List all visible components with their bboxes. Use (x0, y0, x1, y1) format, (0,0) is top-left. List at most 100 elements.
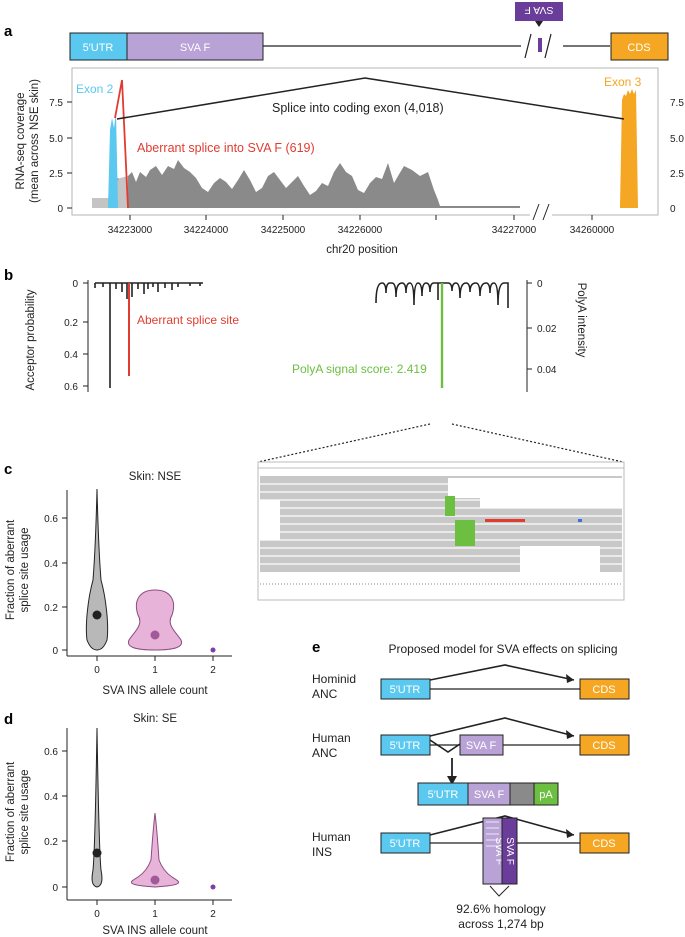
d-ylabel-2: splice site usage (19, 769, 31, 854)
c-ylabel-1: Fraction of aberrant (5, 519, 17, 620)
xaxis-break-1 (532, 203, 540, 221)
row2-cds (579, 734, 630, 756)
utr-label: 5′UTR (83, 42, 114, 54)
coverage-ylabel-2: (mean across NSE skin) (29, 79, 41, 203)
coverage-xlabel: chr20 position (326, 244, 398, 256)
xaxis-break-2 (542, 203, 550, 221)
aberrant-site-label: Aberrant splice site (137, 313, 239, 327)
splice-coding-arc (116, 77, 625, 120)
exon3-coverage (620, 89, 638, 208)
utr-box (69, 32, 128, 61)
homology-line-1: 92.6% homology (456, 902, 545, 916)
exon2-coverage (108, 112, 118, 208)
plot-frame (71, 67, 659, 216)
c-median-0 (92, 610, 102, 620)
break-mark-right (544, 33, 552, 59)
exon3-label: Exon 3 (604, 75, 642, 89)
panel-c-chart: Skin: NSE 0 0.2 0.4 0.6 Fraction of aber… (5, 471, 232, 697)
sva-label: SVA F (180, 42, 211, 54)
d-xlabel: SVA INS allele count (102, 925, 208, 937)
row2-sva (459, 734, 504, 756)
c-ylabel-2: splice site usage (19, 527, 31, 612)
homology-bracket (489, 885, 510, 897)
mismatch-red (485, 519, 525, 522)
read-gap-4 (520, 546, 600, 572)
xaxis-break-mask (530, 200, 552, 218)
polya-intensity-trace (375, 282, 509, 308)
b-rtick-label-2: 0.04 (537, 365, 557, 376)
row1-utr (380, 678, 431, 700)
row1-label-1: Hominid (312, 672, 356, 686)
d-median-2 (210, 884, 216, 890)
row3-label-2: INS (312, 845, 332, 859)
row1-splice-arc (429, 664, 575, 681)
read-gap-1 (448, 478, 622, 498)
mismatch-blue (578, 519, 582, 522)
row2-label-1: Human (312, 731, 351, 745)
insertion-marker (538, 38, 542, 52)
splice-polya-plot: 0 0.2 0.4 0.6 0 0.02 0.04 Acceptor proba… (25, 279, 624, 463)
xtick-label-5: 34260000 (570, 225, 615, 236)
cds-label: CDS (627, 42, 650, 54)
c-ytick-label-0: 0 (52, 646, 58, 657)
d-median-0 (92, 848, 102, 858)
cds-box (610, 32, 669, 61)
b-ylabel-left: Acceptor probability (25, 289, 37, 390)
xtick-label-1: 34225000 (261, 225, 306, 236)
row1-utr-label: 5′UTR (390, 684, 421, 696)
panel-label-c: c (4, 461, 12, 478)
c-xtick-label-2: 2 (210, 665, 216, 676)
transcript-utr-label: 5′UTR (428, 789, 459, 801)
b-rtick-label-0: 0 (537, 279, 543, 290)
d-violin-1 (131, 812, 179, 888)
gene-model: 5′UTR SVA F CDS SVA F (69, 2, 669, 62)
panel-label-e: e (312, 639, 320, 656)
panel-d-chart: Skin: SE 0 0.2 0.4 0.6 Fraction of aberr… (5, 713, 232, 937)
xtick-label-4: 34227000 (492, 225, 537, 236)
xtick-label-0: 34223000 (108, 225, 153, 236)
b-ltick-label-1: 0.2 (64, 318, 78, 329)
row2-aberrant-arc (429, 739, 461, 753)
read-row-separators (260, 483, 622, 565)
ytick-right-2: 5.0 (670, 134, 684, 145)
polya-softclip-1 (445, 496, 455, 516)
c-violin-0 (85, 488, 109, 651)
exon2-label: Exon 2 (76, 82, 114, 96)
d-xtick-label-2: 2 (210, 909, 216, 920)
panel-label-b: b (4, 267, 13, 284)
ytick-label-2: 5.0 (49, 134, 63, 145)
d-violin-0 (91, 727, 103, 888)
acceptor-probability-spikes (94, 282, 203, 388)
row3-splice-arc (429, 815, 575, 836)
c-median-2 (210, 647, 216, 653)
transcript-gray (509, 782, 535, 806)
b-rtick-label-1: 0.02 (537, 324, 557, 335)
d-xtick-label-0: 0 (94, 909, 100, 920)
c-violin-1 (127, 589, 183, 651)
ytick-right-3: 7.5 (670, 98, 684, 109)
row1-arrowhead (566, 674, 574, 683)
transcript-pa (533, 782, 559, 806)
coverage-area (92, 160, 520, 208)
sva-box (126, 32, 264, 61)
row2-utr-label: 5′UTR (390, 740, 421, 752)
row1-cds-label: CDS (592, 684, 615, 696)
coverage-ylabel-1: RNA-seq coverage (15, 92, 27, 189)
transcript-pa-label: pA (539, 789, 553, 801)
c-ytick-label-1: 0.2 (44, 603, 58, 614)
xtick-label-2: 34224000 (184, 225, 229, 236)
row3-arrowhead (566, 829, 574, 838)
aberrant-splice-label: Aberrant splice into SVA F (619) (137, 141, 315, 155)
b-ltick-label-2: 0.4 (64, 350, 78, 361)
row1-label-2: ANC (312, 687, 338, 701)
break-mark-left (524, 33, 532, 59)
ins-sva-1-label: SVA F (493, 837, 504, 865)
aberrant-splice-arc (114, 79, 129, 209)
read-alignment-view (257, 461, 625, 601)
row3-utr (380, 832, 431, 854)
c-median-1 (150, 630, 160, 640)
row3-label-1: Human (312, 830, 351, 844)
row2-utr (380, 734, 431, 756)
d-ytick-label-2: 0.4 (44, 792, 58, 803)
